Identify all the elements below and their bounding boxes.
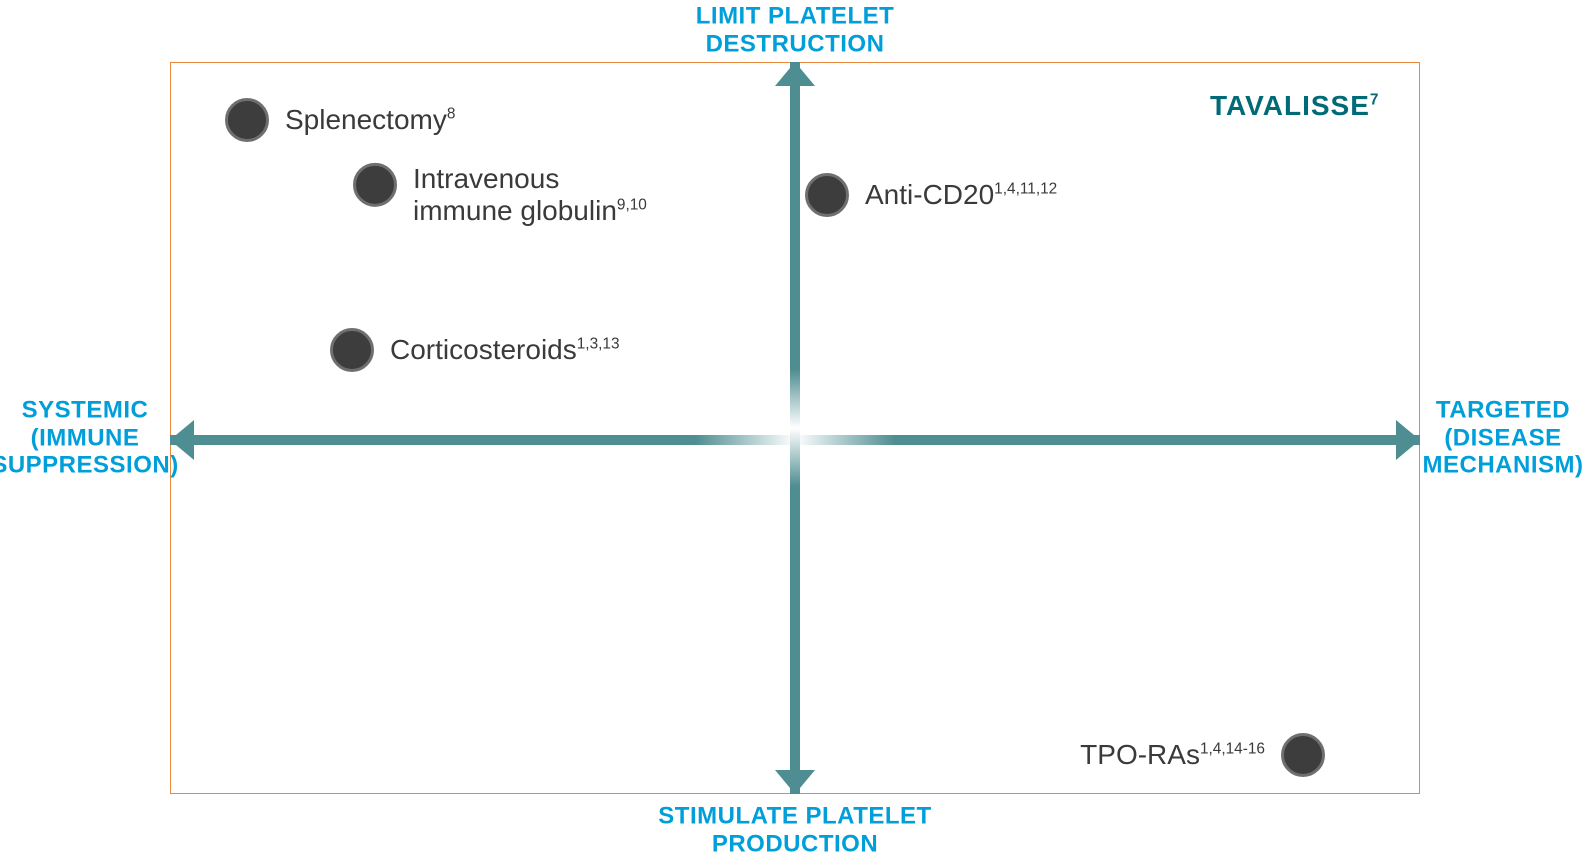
- y-axis: [790, 62, 800, 794]
- axis-label-bottom-line2: PRODUCTION: [712, 830, 878, 857]
- node-label: Anti-CD201,4,11,12: [865, 179, 1057, 211]
- node-tporas: TPO-RAs1,4,14-16: [1080, 733, 1325, 777]
- node-label: Corticosteroids1,3,13: [390, 334, 620, 366]
- axis-label-right: TARGETED (DISEASE MECHANISM): [1423, 397, 1584, 480]
- dot-icon: [1281, 733, 1325, 777]
- axis-label-top-line1: LIMIT PLATELET: [696, 2, 895, 29]
- node-ivig: Intravenousimmune globulin9,10: [353, 163, 647, 227]
- arrow-down-icon: [775, 770, 815, 794]
- node-label: Intravenousimmune globulin9,10: [413, 163, 647, 227]
- dot-icon: [805, 173, 849, 217]
- brand-sup: 7: [1370, 92, 1380, 109]
- node-label: TPO-RAs1,4,14-16: [1080, 739, 1265, 771]
- node-corticosteroids: Corticosteroids1,3,13: [330, 328, 620, 372]
- axis-label-top: LIMIT PLATELET DESTRUCTION: [696, 2, 895, 57]
- dot-icon: [353, 163, 397, 207]
- node-anticd20: Anti-CD201,4,11,12: [805, 173, 1057, 217]
- node-label: Splenectomy8: [285, 104, 455, 136]
- arrow-right-icon: [1396, 420, 1420, 460]
- axis-label-left: SYSTEMIC (IMMUNE SUPPRESSION): [0, 397, 179, 480]
- brand-text: TAVALISSE: [1210, 90, 1370, 121]
- axis-label-right-line3: MECHANISM): [1423, 452, 1584, 479]
- axis-label-left-line1: SYSTEMIC: [22, 397, 149, 424]
- axis-label-left-line2: (IMMUNE: [31, 424, 140, 451]
- arrow-up-icon: [775, 62, 815, 86]
- quadrant-diagram: LIMIT PLATELET DESTRUCTION STIMULATE PLA…: [0, 0, 1587, 868]
- axis-label-top-line2: DESTRUCTION: [706, 30, 885, 57]
- axis-label-left-line3: SUPPRESSION): [0, 452, 179, 479]
- node-splenectomy: Splenectomy8: [225, 98, 455, 142]
- axis-label-bottom-line1: STIMULATE PLATELET: [658, 802, 931, 829]
- axis-label-right-line2: (DISEASE: [1444, 424, 1561, 451]
- dot-icon: [225, 98, 269, 142]
- axis-label-right-line1: TARGETED: [1436, 397, 1570, 424]
- brand-label: TAVALISSE7: [1210, 90, 1379, 122]
- dot-icon: [330, 328, 374, 372]
- axis-label-bottom: STIMULATE PLATELET PRODUCTION: [658, 802, 931, 857]
